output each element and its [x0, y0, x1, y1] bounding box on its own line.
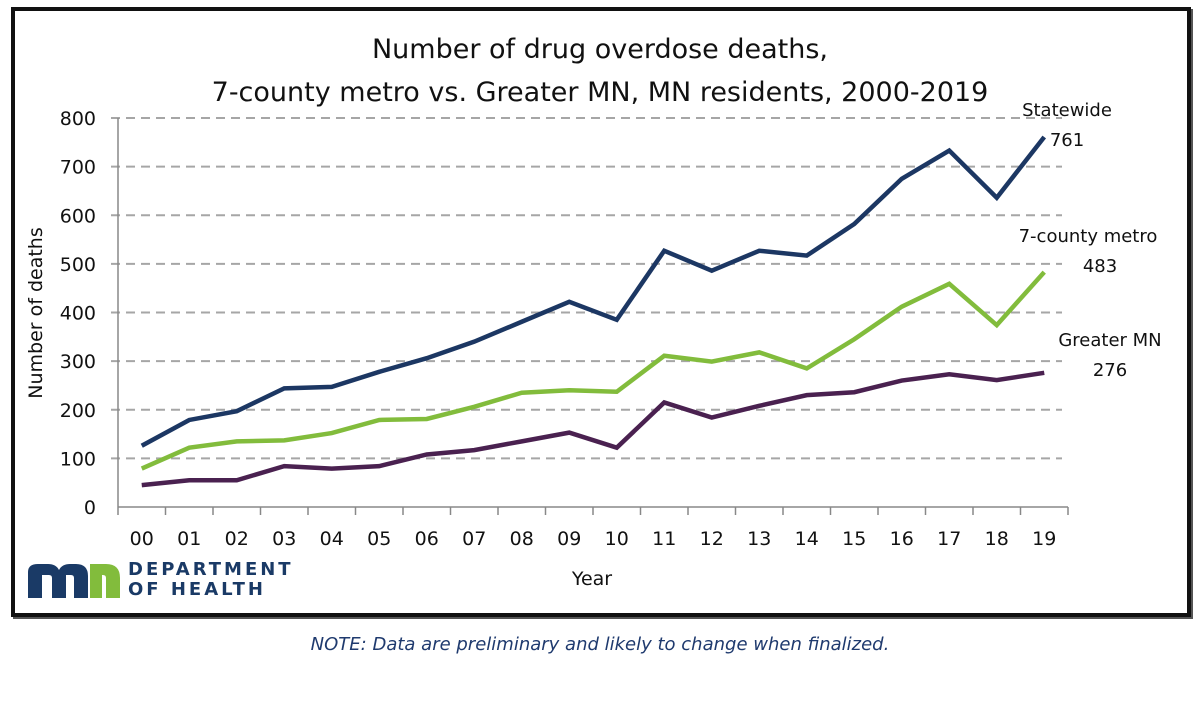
x-tick-label: 12	[700, 528, 724, 550]
series-line-7-county-metro	[140, 270, 1046, 471]
note-text: NOTE: Data are preliminary and likely to…	[310, 634, 890, 655]
y-tick-label: 300	[60, 351, 96, 373]
logo-line2: OF HEALTH	[128, 579, 266, 600]
y-tick-label: 400	[60, 303, 96, 325]
series-name-label: Statewide	[1022, 100, 1112, 121]
x-tick-label: 15	[842, 528, 866, 550]
series-line-greater-mn	[141, 370, 1045, 488]
x-tick-label: 01	[177, 528, 201, 550]
x-tick-label: 03	[272, 528, 296, 550]
series-name-label: Greater MN	[1058, 330, 1161, 351]
y-tick-label: 600	[60, 205, 96, 227]
x-tick-label: 18	[985, 528, 1009, 550]
x-tick-label: 14	[795, 528, 819, 550]
x-tick-label: 13	[747, 528, 771, 550]
x-tick-label: 11	[652, 528, 676, 550]
department-of-health-logo-text: DEPARTMENT OF HEALTH	[128, 560, 294, 600]
chart-title-line1: Number of drug overdose deaths,	[372, 34, 828, 65]
y-tick-label: 800	[60, 108, 96, 130]
y-tick-label: 500	[60, 254, 96, 276]
x-tick-label: 16	[890, 528, 914, 550]
series-end-value-label: 761	[1050, 130, 1084, 151]
series-end-value-label: 276	[1093, 360, 1127, 381]
y-axis-label: Number of deaths	[25, 227, 47, 399]
y-tick-label: 700	[60, 157, 96, 179]
x-tick-label: 19	[1032, 528, 1056, 550]
y-tick-label: 200	[60, 400, 96, 422]
y-tick-label: 0	[84, 497, 96, 519]
series-name-label: 7-county metro	[1019, 226, 1158, 247]
x-tick-label: 04	[320, 528, 344, 550]
series-line-statewide	[140, 135, 1047, 448]
x-tick-label: 02	[225, 528, 249, 550]
chart-title-line2: 7-county metro vs. Greater MN, MN reside…	[212, 77, 989, 108]
x-axis-label: Year	[571, 568, 612, 590]
y-tick-label: 100	[60, 448, 96, 470]
x-tick-label: 06	[415, 528, 439, 550]
mn-logo-icon	[28, 564, 120, 598]
x-tick-label: 17	[937, 528, 961, 550]
logo-line1: DEPARTMENT	[128, 559, 294, 580]
series-end-value-label: 483	[1083, 256, 1117, 277]
x-tick-label: 00	[130, 528, 154, 550]
x-tick-label: 05	[367, 528, 391, 550]
chart-frame	[11, 7, 1191, 617]
x-tick-label: 07	[462, 528, 486, 550]
x-tick-label: 10	[605, 528, 629, 550]
x-tick-label: 08	[510, 528, 534, 550]
x-tick-label: 09	[557, 528, 581, 550]
